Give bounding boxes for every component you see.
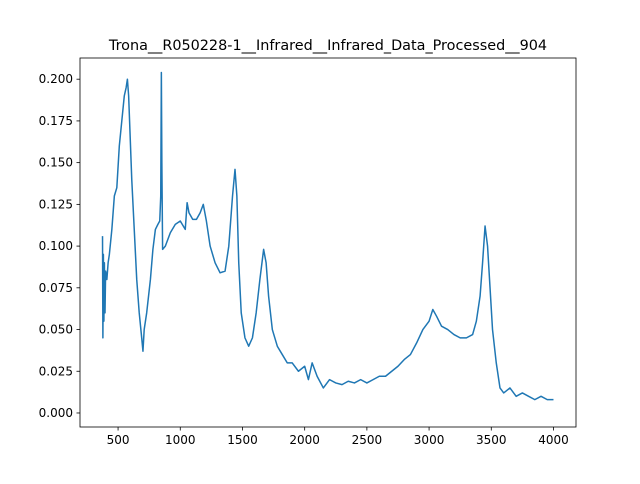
x-tick-label: 2000 <box>289 433 320 447</box>
plot-frame <box>79 57 577 428</box>
data-line <box>101 71 554 401</box>
y-tick-label: 0.000 <box>39 406 73 420</box>
x-tick-label: 1500 <box>227 433 258 447</box>
x-tick-label: 3500 <box>476 433 507 447</box>
y-tick-label: 0.200 <box>39 72 73 86</box>
y-tick-label: 0.025 <box>39 364 73 378</box>
x-tick-label: 4000 <box>538 433 569 447</box>
y-tick-label: 0.100 <box>39 239 73 253</box>
x-tick-label: 2500 <box>352 433 383 447</box>
x-tick-label: 500 <box>107 433 130 447</box>
y-tick-label: 0.125 <box>39 197 73 211</box>
chart-title: Trona__R050228-1__Infrared__Infrared_Dat… <box>108 38 547 54</box>
x-tick-label: 1000 <box>165 433 196 447</box>
x-tick-label: 3000 <box>414 433 445 447</box>
y-tick-label: 0.175 <box>39 114 73 128</box>
y-tick-label: 0.050 <box>39 323 73 337</box>
y-tick-label: 0.075 <box>39 281 73 295</box>
y-tick-label: 0.150 <box>39 156 73 170</box>
